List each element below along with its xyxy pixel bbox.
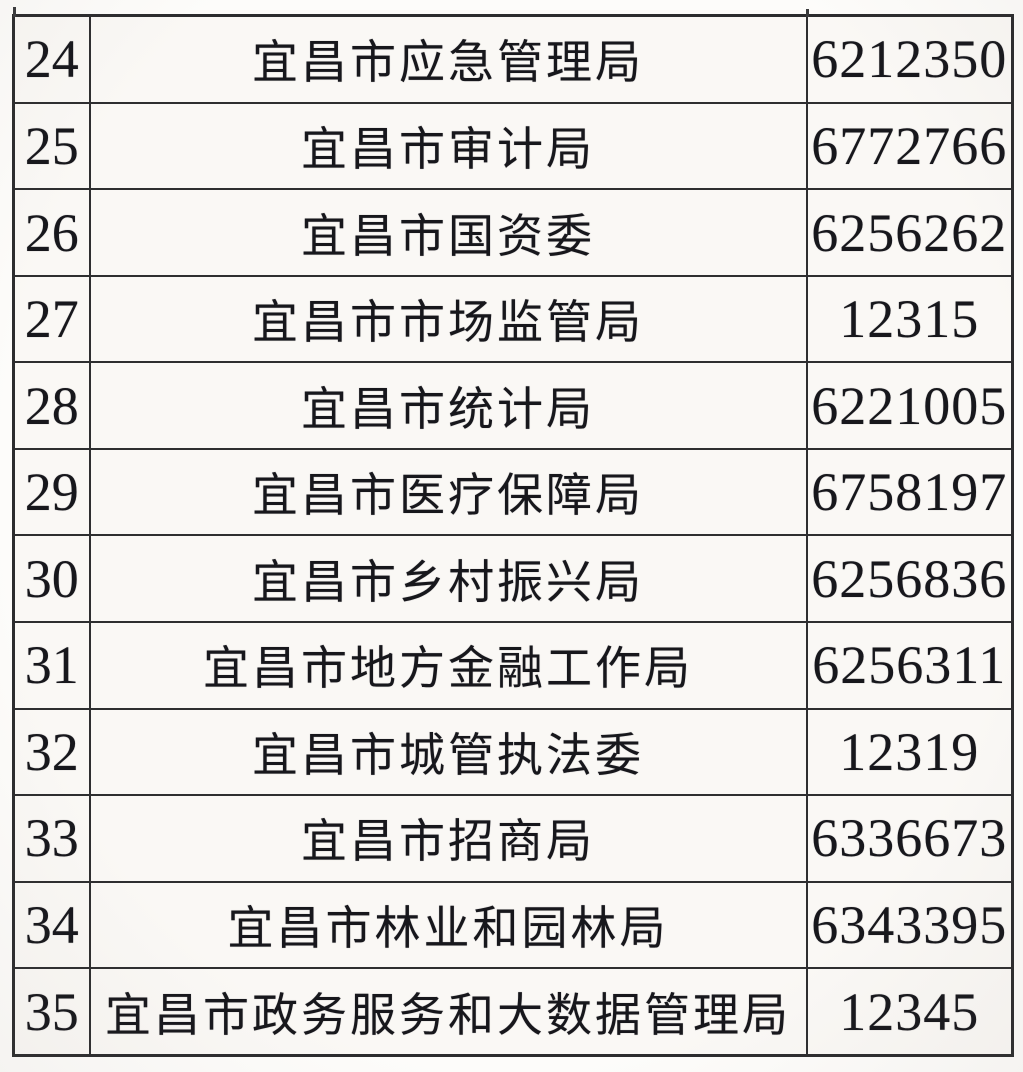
table-row: 24 宜昌市应急管理局 6212350 [12,14,1014,104]
table-row: 31 宜昌市地方金融工作局 6256311 [12,620,1014,710]
table-row: 35 宜昌市政务服务和大数据管理局 12345 [12,967,1014,1057]
table-row: 25 宜昌市审计局 6772766 [12,101,1014,191]
row-number-cell: 35 [12,967,91,1057]
departments-table-body: 24 宜昌市应急管理局 6212350 25 宜昌市审计局 6772766 26… [12,14,1014,1057]
table-row: 34 宜昌市林业和园林局 6343395 [12,880,1014,970]
phone-number-cell: 6343395 [805,880,1014,970]
department-name-cell: 宜昌市城管执法委 [88,707,808,797]
department-name-cell: 宜昌市政务服务和大数据管理局 [88,967,808,1057]
phone-number-cell: 6336673 [805,794,1014,883]
department-name-cell: 宜昌市应急管理局 [88,14,808,104]
row-number-cell: 28 [12,361,91,450]
phone-number-cell: 6772766 [805,101,1014,191]
row-number-cell: 31 [12,620,91,710]
phone-number-cell: 12345 [805,967,1014,1057]
row-number-cell: 30 [12,534,91,623]
row-number-cell: 32 [12,707,91,797]
row-number-cell: 33 [12,794,91,883]
phone-number-cell: 6758197 [805,447,1014,537]
row-number-cell: 27 [12,274,91,364]
department-name-cell: 宜昌市市场监管局 [88,274,808,364]
department-name-cell: 宜昌市统计局 [88,361,808,450]
department-name-cell: 宜昌市乡村振兴局 [88,534,808,623]
phone-number-cell: 6212350 [805,14,1014,104]
department-name-cell: 宜昌市林业和园林局 [88,880,808,970]
table-row: 32 宜昌市城管执法委 12319 [12,707,1014,797]
row-number-cell: 24 [12,14,91,104]
table-row: 30 宜昌市乡村振兴局 6256836 [12,534,1014,623]
row-number-cell: 25 [12,101,91,191]
table-row: 27 宜昌市市场监管局 12315 [12,274,1014,364]
department-name-cell: 宜昌市招商局 [88,794,808,883]
phone-number-cell: 6256311 [805,620,1014,710]
table-row: 29 宜昌市医疗保障局 6758197 [12,447,1014,537]
row-number-cell: 29 [12,447,91,537]
phone-number-cell: 12315 [805,274,1014,364]
department-name-cell: 宜昌市国资委 [88,188,808,277]
phone-number-cell: 6221005 [805,361,1014,450]
table-row: 33 宜昌市招商局 6336673 [12,794,1014,883]
phone-number-cell: 6256836 [805,534,1014,623]
departments-table: 24 宜昌市应急管理局 6212350 25 宜昌市审计局 6772766 26… [12,14,1014,1057]
row-number-cell: 34 [12,880,91,970]
department-name-cell: 宜昌市审计局 [88,101,808,191]
phone-number-cell: 6256262 [805,188,1014,277]
department-name-cell: 宜昌市医疗保障局 [88,447,808,537]
top-left-rule-tick [13,7,16,17]
table-row: 28 宜昌市统计局 6221005 [12,361,1014,450]
row-number-cell: 26 [12,188,91,277]
phone-number-cell: 12319 [805,707,1014,797]
table-row: 26 宜昌市国资委 6256262 [12,188,1014,277]
phone-column-rule-tick [806,9,809,17]
department-name-cell: 宜昌市地方金融工作局 [88,620,808,710]
